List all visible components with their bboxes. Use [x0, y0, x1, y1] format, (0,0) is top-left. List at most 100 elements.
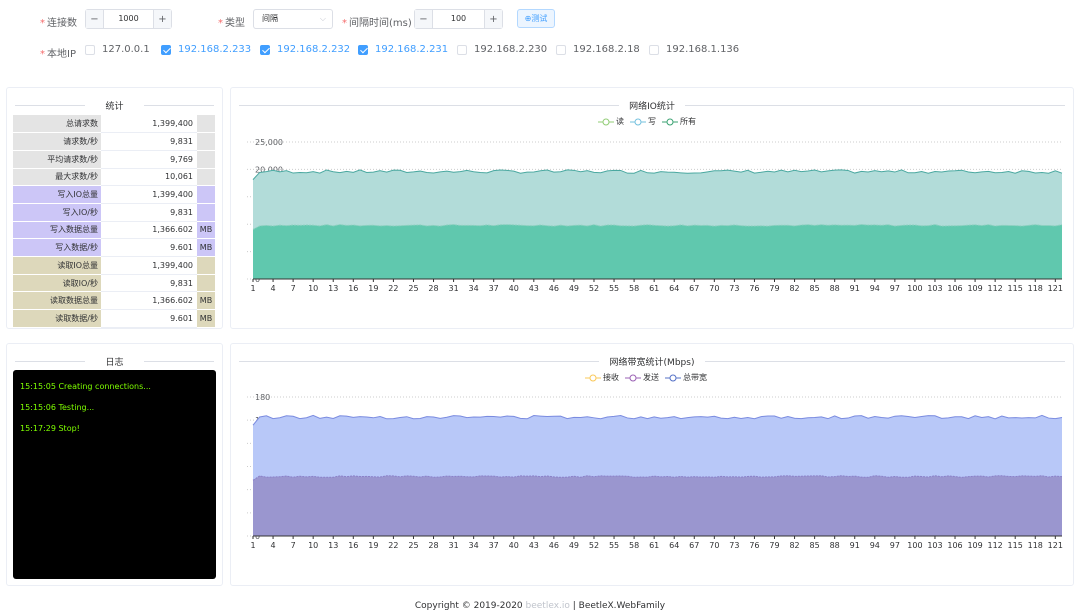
legend-marker-icon — [585, 374, 601, 381]
log-console: 15:15:05 Creating connections... 15:15:06… — [13, 370, 216, 579]
stats-row: 读取数据/秒 9.601 MB — [13, 309, 215, 328]
log-line: 15:17:29 Stop! — [20, 424, 80, 433]
stat-unit — [197, 185, 215, 204]
ip-checkbox[interactable]: 192.168.2.231 — [358, 44, 448, 55]
connections-stepper[interactable]: − 1000 + — [85, 9, 172, 29]
stat-label: 请求数/秒 — [13, 132, 101, 151]
stat-value: 9,831 — [101, 274, 197, 293]
stat-value: 1,399,400 — [101, 256, 197, 275]
legend-marker-icon — [598, 118, 614, 125]
chevron-down-icon: ⌵ — [319, 14, 326, 23]
legend-item[interactable]: 所有 — [662, 116, 696, 127]
ip-label: 192.168.2.18 — [573, 44, 640, 55]
legend-item[interactable]: 总带宽 — [665, 372, 707, 383]
stat-label: 读取数据/秒 — [13, 309, 101, 328]
checkbox-icon[interactable] — [358, 44, 368, 55]
stat-label: 写入IO总量 — [13, 185, 101, 204]
checkbox-icon[interactable] — [260, 44, 270, 55]
checkbox-icon[interactable] — [556, 44, 566, 55]
stat-unit: MB — [197, 238, 215, 257]
stats-row: 写入IO/秒 9,831 — [13, 203, 215, 222]
stat-label: 读取IO/秒 — [13, 274, 101, 293]
stat-label: 最大求数/秒 — [13, 168, 101, 187]
stat-label: 读取IO总量 — [13, 256, 101, 275]
stats-row: 平均请求数/秒 9,769 — [13, 150, 215, 169]
io-chart-legend: 读 写 所有 — [598, 116, 696, 127]
ip-checkbox[interactable]: 127.0.0.1 — [85, 44, 150, 55]
legend-label: 所有 — [680, 117, 696, 126]
stat-value: 1,366.602 — [101, 291, 197, 311]
checkbox-icon[interactable] — [161, 44, 171, 55]
stat-unit: MB — [197, 291, 215, 311]
stat-value: 9,831 — [101, 132, 197, 151]
stats-row: 读取数据总量 1,366.602 MB — [13, 291, 215, 311]
ip-label: 192.168.2.230 — [474, 44, 548, 55]
legend-label: 写 — [648, 117, 656, 126]
stat-unit — [197, 132, 215, 151]
stat-label: 读取数据总量 — [13, 291, 101, 311]
ip-label: 192.168.2.232 — [277, 44, 351, 55]
stat-value: 1,399,400 — [101, 185, 197, 204]
stat-value: 1,399,400 — [101, 115, 197, 134]
footer: Copyright © 2019-2020 beetlex.io | Beetl… — [414, 601, 666, 611]
legend-label: 读 — [616, 117, 624, 126]
stats-row: 写入数据总量 1,366.602 MB — [13, 221, 215, 240]
decrement-button[interactable]: − — [86, 10, 104, 28]
interval-label: * 间隔时间(ms) — [342, 18, 412, 29]
ip-label: 127.0.0.1 — [102, 44, 150, 55]
stat-value: 9,831 — [101, 203, 197, 222]
bandwidth-chart-title: 网络带宽统计(Mbps) — [231, 355, 1073, 368]
decrement-button[interactable]: − — [415, 10, 433, 28]
legend-item[interactable]: 发送 — [625, 372, 659, 383]
ip-checkbox-group: 127.0.0.1 192.168.2.233 192.168.2.232 192.1… — [0, 44, 1080, 56]
ip-checkbox[interactable]: 192.168.2.18 — [556, 44, 640, 55]
checkbox-icon[interactable] — [85, 44, 95, 55]
type-select[interactable]: 间隔 ⌵ — [253, 9, 333, 29]
stats-row: 读取IO总量 1,399,400 — [13, 256, 215, 275]
stat-unit — [197, 274, 215, 293]
stat-unit — [197, 115, 215, 134]
footer-link[interactable]: beetlex.io — [525, 601, 570, 611]
legend-label: 接收 — [603, 373, 619, 382]
io-chart-title: 网络IO统计 — [231, 99, 1073, 112]
legend-marker-icon — [630, 118, 646, 125]
interval-stepper[interactable]: − 100 + — [414, 9, 503, 29]
stats-table: 总请求数 1,399,400 请求数/秒 9,831 平均请求数/秒 9,769 最大求数/… — [13, 115, 215, 328]
ip-label: 192.168.2.231 — [375, 44, 449, 55]
ip-label: 192.168.1.136 — [666, 44, 740, 55]
stats-row: 请求数/秒 9,831 — [13, 132, 215, 151]
legend-label: 总带宽 — [683, 373, 707, 382]
increment-button[interactable]: + — [153, 10, 171, 28]
legend-marker-icon — [665, 374, 681, 381]
stat-unit — [197, 203, 215, 222]
ip-checkbox[interactable]: 192.168.2.233 — [161, 44, 251, 55]
stats-title: 统计 — [7, 99, 222, 112]
interval-input[interactable]: 100 — [450, 14, 467, 23]
connections-input[interactable]: 1000 — [118, 14, 139, 23]
checkbox-icon[interactable] — [457, 44, 467, 55]
legend-marker-icon — [625, 374, 641, 381]
stat-value: 1,366.602 — [101, 221, 197, 240]
stats-row: 写入数据/秒 9.601 MB — [13, 238, 215, 257]
log-line: 15:15:06 Testing... — [20, 403, 95, 412]
checkbox-icon[interactable] — [649, 44, 659, 55]
ip-checkbox[interactable]: 192.168.1.136 — [649, 44, 739, 55]
bandwidth-chart-legend: 接收 发送 总带宽 — [585, 372, 707, 383]
stat-unit: MB — [197, 221, 215, 240]
stat-value: 9.601 — [101, 309, 197, 328]
ip-checkbox[interactable]: 192.168.2.230 — [457, 44, 547, 55]
log-title: 日志 — [7, 355, 222, 368]
stat-unit: MB — [197, 309, 215, 328]
stat-label: 平均请求数/秒 — [13, 150, 101, 169]
local-ip-label: * 本地IP — [40, 49, 76, 60]
stat-unit — [197, 150, 215, 169]
legend-item[interactable]: 读 — [598, 116, 624, 127]
legend-item[interactable]: 写 — [630, 116, 656, 127]
legend-item[interactable]: 接收 — [585, 372, 619, 383]
increment-button[interactable]: + — [484, 10, 502, 28]
stat-unit — [197, 168, 215, 187]
ip-checkbox[interactable]: 192.168.2.232 — [260, 44, 350, 55]
log-line: 15:15:05 Creating connections... — [20, 382, 151, 391]
ip-label: 192.168.2.233 — [178, 44, 252, 55]
test-button[interactable]: ⊕测试 — [517, 9, 555, 28]
